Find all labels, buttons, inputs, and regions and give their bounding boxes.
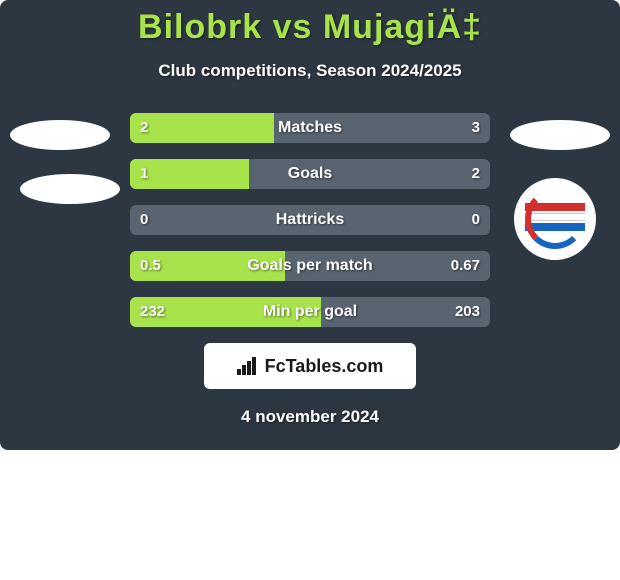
- comparison-card: Bilobrk vs MujagiÄ‡ Club competitions, S…: [0, 0, 620, 450]
- club-badge-graphic: [525, 189, 585, 249]
- brand-badge: FcTables.com: [204, 343, 416, 389]
- player-badge-left-1: [10, 120, 110, 150]
- stat-label: Goals per match: [130, 251, 490, 281]
- stat-label: Goals: [130, 159, 490, 189]
- club-arc: [525, 189, 585, 249]
- player-badge-left-2: [20, 174, 120, 204]
- club-badge-right: [514, 178, 596, 260]
- stat-row: 12Goals: [130, 159, 490, 189]
- stat-row: 232203Min per goal: [130, 297, 490, 327]
- bar-chart-icon: [237, 357, 259, 375]
- stat-label: Min per goal: [130, 297, 490, 327]
- stat-row: 0.50.67Goals per match: [130, 251, 490, 281]
- stat-label: Hattricks: [130, 205, 490, 235]
- page-title: Bilobrk vs MujagiÄ‡: [0, 0, 620, 47]
- page-subtitle: Club competitions, Season 2024/2025: [0, 61, 620, 81]
- stat-label: Matches: [130, 113, 490, 143]
- stat-row: 00Hattricks: [130, 205, 490, 235]
- footer-date: 4 november 2024: [0, 407, 620, 427]
- stat-row: 23Matches: [130, 113, 490, 143]
- brand-label: FcTables.com: [265, 356, 384, 377]
- player-badge-right-1: [510, 120, 610, 150]
